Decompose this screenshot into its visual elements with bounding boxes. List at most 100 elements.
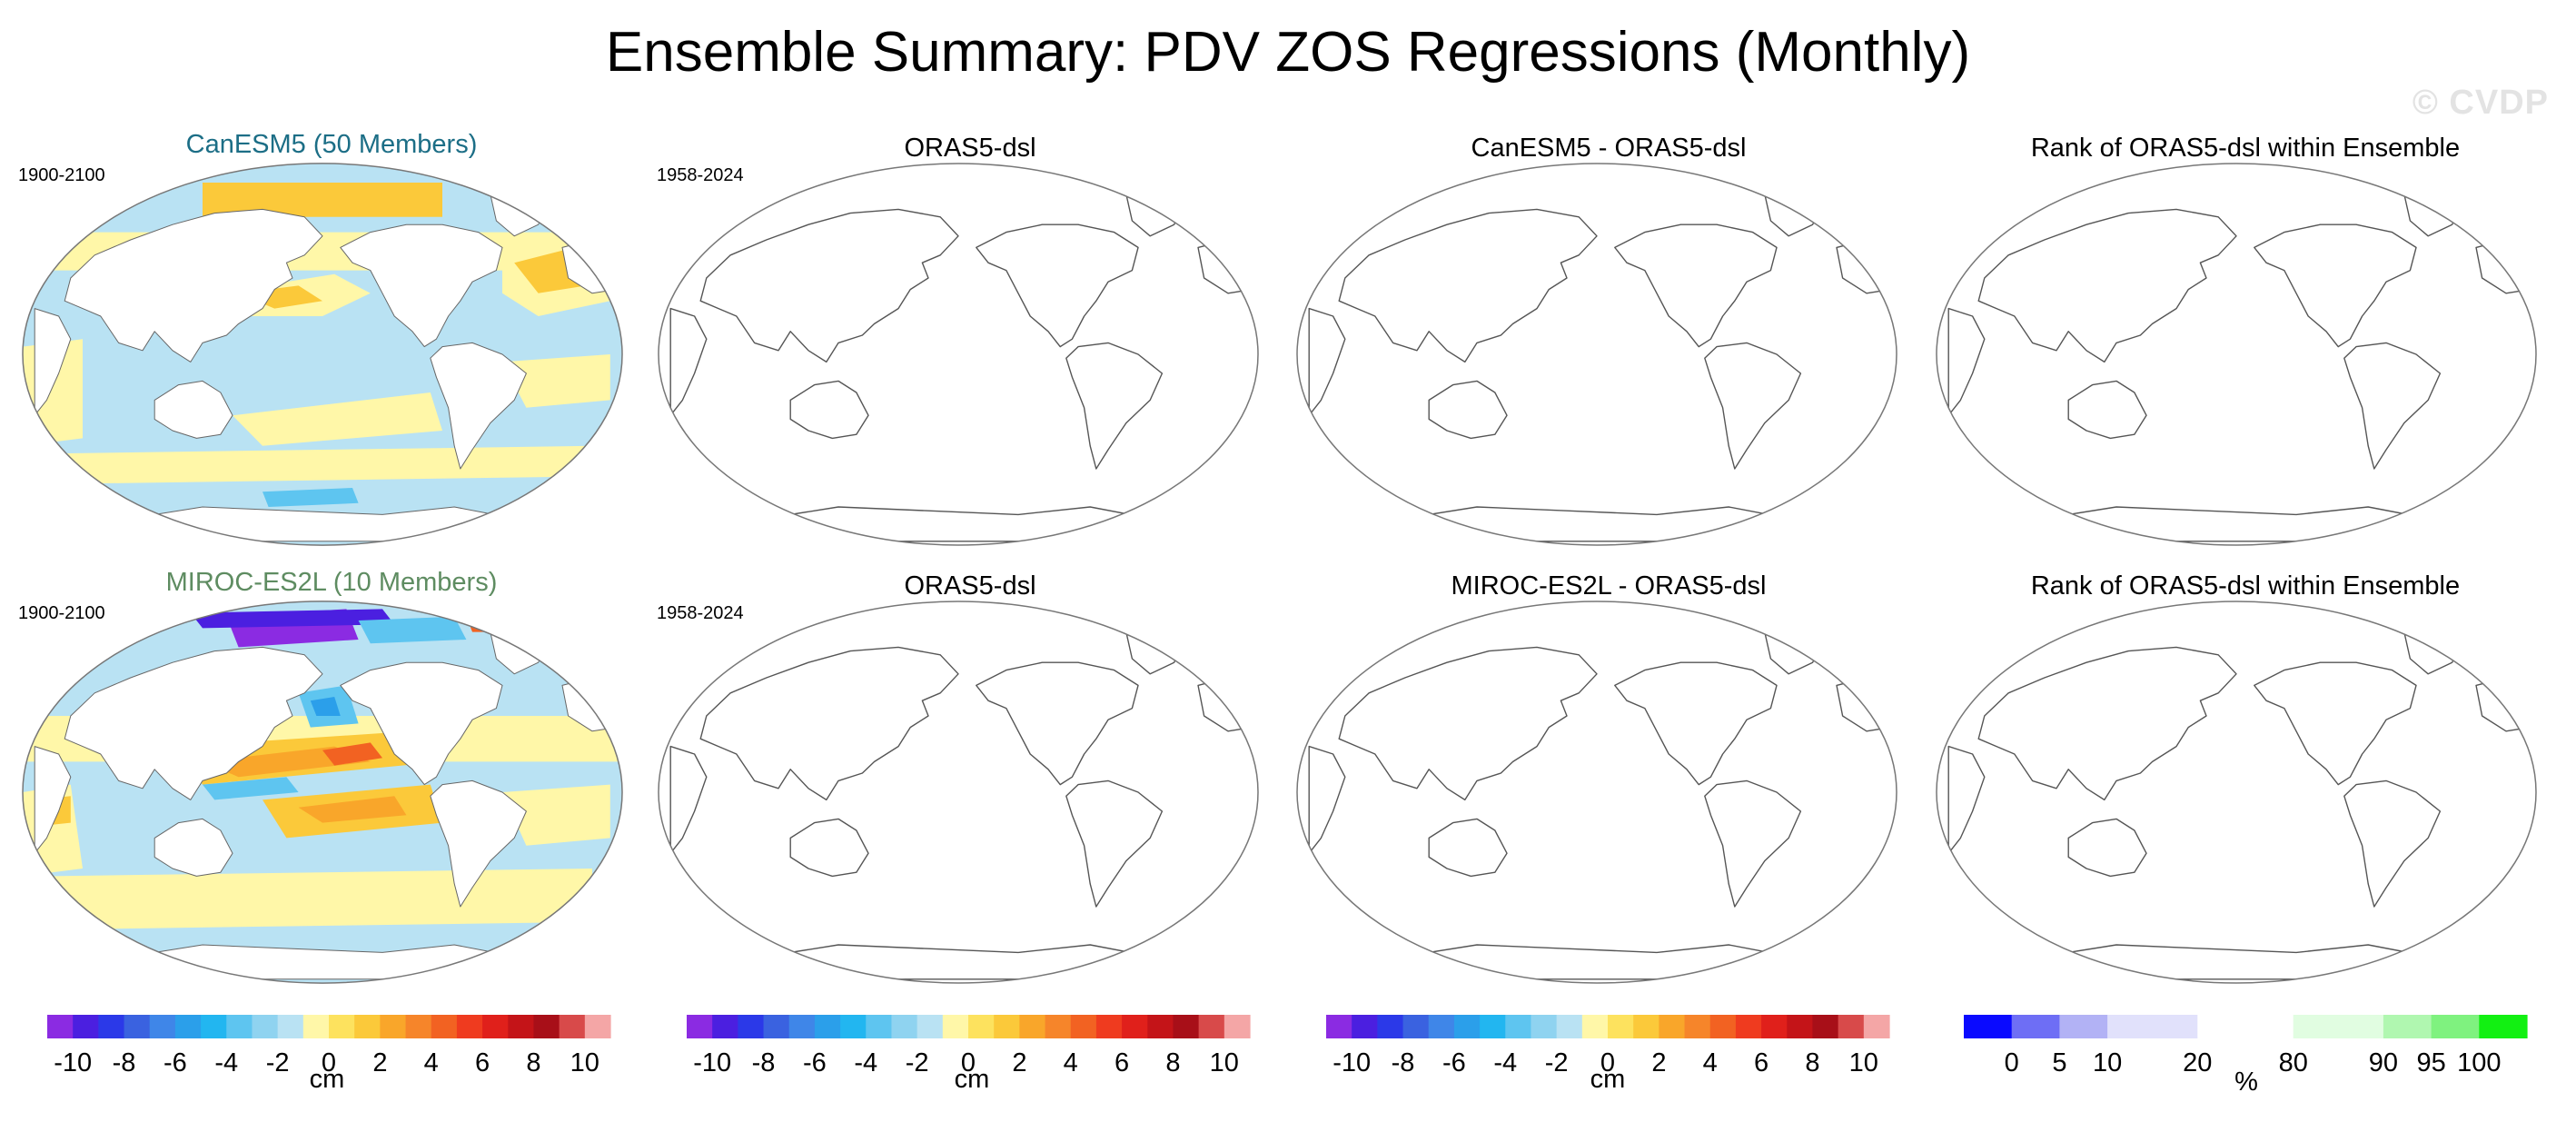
continent-southAm bbox=[2343, 779, 2442, 908]
colorbar-swatch bbox=[1147, 1015, 1174, 1038]
colorbar-1-tick-label: 10 bbox=[570, 1048, 599, 1077]
continent-asia bbox=[1338, 208, 1598, 363]
colorbar-2-tick-label: 2 bbox=[1012, 1048, 1026, 1077]
colorbar-swatch bbox=[2011, 1015, 2060, 1038]
continent-australia bbox=[2067, 380, 2147, 440]
colorbar-swatch bbox=[1453, 1015, 1481, 1038]
colorbar-swatch bbox=[1581, 1015, 1609, 1038]
colorbar-3-tick-label: 10 bbox=[1849, 1048, 1878, 1077]
colorbar-swatch bbox=[738, 1015, 765, 1038]
colorbar-swatch bbox=[584, 1015, 611, 1038]
colorbar-4-tick-label: 10 bbox=[2093, 1048, 2122, 1077]
period-canesm5: 1900-2100 bbox=[18, 165, 105, 185]
colorbar-swatch bbox=[431, 1015, 458, 1038]
colorbar-swatch bbox=[1964, 1015, 2013, 1038]
map-outline bbox=[1296, 601, 1897, 984]
colorbar-2-tick-label: -2 bbox=[906, 1048, 929, 1077]
panel-title-oras5-row1: ORAS5-dsl bbox=[904, 134, 1036, 163]
continent-southAm bbox=[1065, 779, 1164, 908]
colorbar-swatch bbox=[840, 1015, 867, 1038]
continent-southAm bbox=[430, 342, 527, 470]
colorbar-unit-4: % bbox=[2234, 1067, 2258, 1097]
colorbar-1: -10 -8 -6 -4 -2 0 2 4 6 8 10 bbox=[47, 1015, 611, 1077]
colorbar-3-tick-label: 2 bbox=[1651, 1048, 1666, 1077]
colorbar-2-tick-label: -8 bbox=[752, 1048, 776, 1077]
continent-asia bbox=[1338, 646, 1598, 801]
colorbar-swatch bbox=[1122, 1015, 1148, 1038]
colorbar-4-tick-label: 5 bbox=[2052, 1048, 2066, 1077]
colorbar-1-tick-label: -4 bbox=[214, 1048, 238, 1077]
period-oras5-row2: 1958-2024 bbox=[657, 603, 744, 623]
panel-title-rank-row2: Rank of ORAS5-dsl within Ensemble bbox=[2030, 571, 2461, 601]
colorbar-1-tick-label: 0 bbox=[322, 1048, 336, 1077]
colorbar-swatch bbox=[1659, 1015, 1686, 1038]
colorbar-swatch bbox=[942, 1015, 969, 1038]
colorbar-swatch bbox=[1377, 1015, 1404, 1038]
continent-australia bbox=[789, 818, 869, 878]
map-panel-r1-c4 bbox=[1936, 163, 2537, 546]
colorbar-unit-1: cm bbox=[309, 1065, 345, 1094]
colorbar-swatch bbox=[508, 1015, 535, 1038]
colorbar-swatch bbox=[1787, 1015, 1814, 1038]
colorbar-1-tick-label: 4 bbox=[424, 1048, 439, 1077]
colorbar-swatch bbox=[482, 1015, 509, 1038]
continent-asia bbox=[699, 646, 959, 801]
colorbar-1-tick-label: -8 bbox=[113, 1048, 136, 1077]
colorbar-swatch bbox=[1402, 1015, 1430, 1038]
colorbar-swatch bbox=[1480, 1015, 1506, 1038]
colorbar-swatch bbox=[1863, 1015, 1890, 1038]
continent-asia bbox=[1977, 208, 2237, 363]
map-outline bbox=[1296, 163, 1897, 546]
colorbar-swatch bbox=[149, 1015, 176, 1038]
colorbar-swatch bbox=[1838, 1015, 1865, 1038]
colorbar-swatch bbox=[2107, 1015, 2198, 1038]
continent-southAm bbox=[1065, 342, 1164, 470]
colorbar-swatch bbox=[329, 1015, 355, 1038]
watermark: © CVDP bbox=[2412, 84, 2549, 122]
colorbar-swatch bbox=[916, 1015, 944, 1038]
colorbar-3-tick-label: 4 bbox=[1703, 1048, 1718, 1077]
field-contour-9 bbox=[502, 354, 610, 408]
continent-asia bbox=[64, 646, 323, 800]
colorbar-swatch bbox=[1735, 1015, 1762, 1038]
colorbar-swatch bbox=[2479, 1015, 2528, 1038]
colorbar-swatch bbox=[1761, 1015, 1788, 1038]
continent-australia bbox=[1428, 380, 1508, 440]
colorbar-swatch bbox=[2293, 1015, 2384, 1038]
colorbar-4-tick-label: 90 bbox=[2369, 1048, 2398, 1077]
colorbar-swatch bbox=[47, 1015, 74, 1038]
panel-title-canesm5-diff: CanESM5 - ORAS5-dsl bbox=[1471, 134, 1747, 163]
map-panel-r2-c1 bbox=[22, 601, 623, 984]
colorbar-swatch bbox=[559, 1015, 586, 1038]
colorbar-swatch bbox=[252, 1015, 279, 1038]
colorbar-1-tick-label: -6 bbox=[163, 1048, 187, 1077]
field-contour-6 bbox=[203, 777, 299, 800]
colorbar-unit-3: cm bbox=[1590, 1065, 1626, 1094]
colorbar-swatch bbox=[354, 1015, 381, 1038]
colorbar-swatch bbox=[1709, 1015, 1737, 1038]
colorbar-2-tick-label: 4 bbox=[1064, 1048, 1078, 1077]
colorbar-3-tick-label: -2 bbox=[1545, 1048, 1569, 1077]
map-panel-r2-c4 bbox=[1936, 601, 2537, 984]
continent-northAm bbox=[2254, 661, 2417, 786]
colorbar-swatch bbox=[302, 1015, 330, 1038]
field-contour-10 bbox=[263, 488, 359, 507]
field-contour-15 bbox=[190, 609, 395, 629]
colorbar-swatch bbox=[73, 1015, 99, 1038]
panel-title-miroc: MIROC-ES2L (10 Members) bbox=[165, 568, 498, 597]
field-contour-5 bbox=[298, 796, 407, 823]
map-panel-r2-c2 bbox=[658, 601, 1259, 984]
map-outline bbox=[22, 601, 623, 984]
colorbar-swatch bbox=[1095, 1015, 1123, 1038]
colorbar-swatch bbox=[201, 1015, 227, 1038]
continent-northAm bbox=[340, 223, 503, 348]
page-title: Ensemble Summary: PDV ZOS Regressions (M… bbox=[605, 21, 1971, 84]
colorbar-swatch bbox=[1070, 1015, 1097, 1038]
colorbar-swatch bbox=[891, 1015, 918, 1038]
map-outline bbox=[658, 601, 1259, 984]
continent-australia bbox=[789, 380, 869, 440]
field-contour-1 bbox=[203, 183, 442, 217]
continent-southAm bbox=[1704, 342, 1802, 470]
colorbar-2-tick-label: 10 bbox=[1210, 1048, 1239, 1077]
